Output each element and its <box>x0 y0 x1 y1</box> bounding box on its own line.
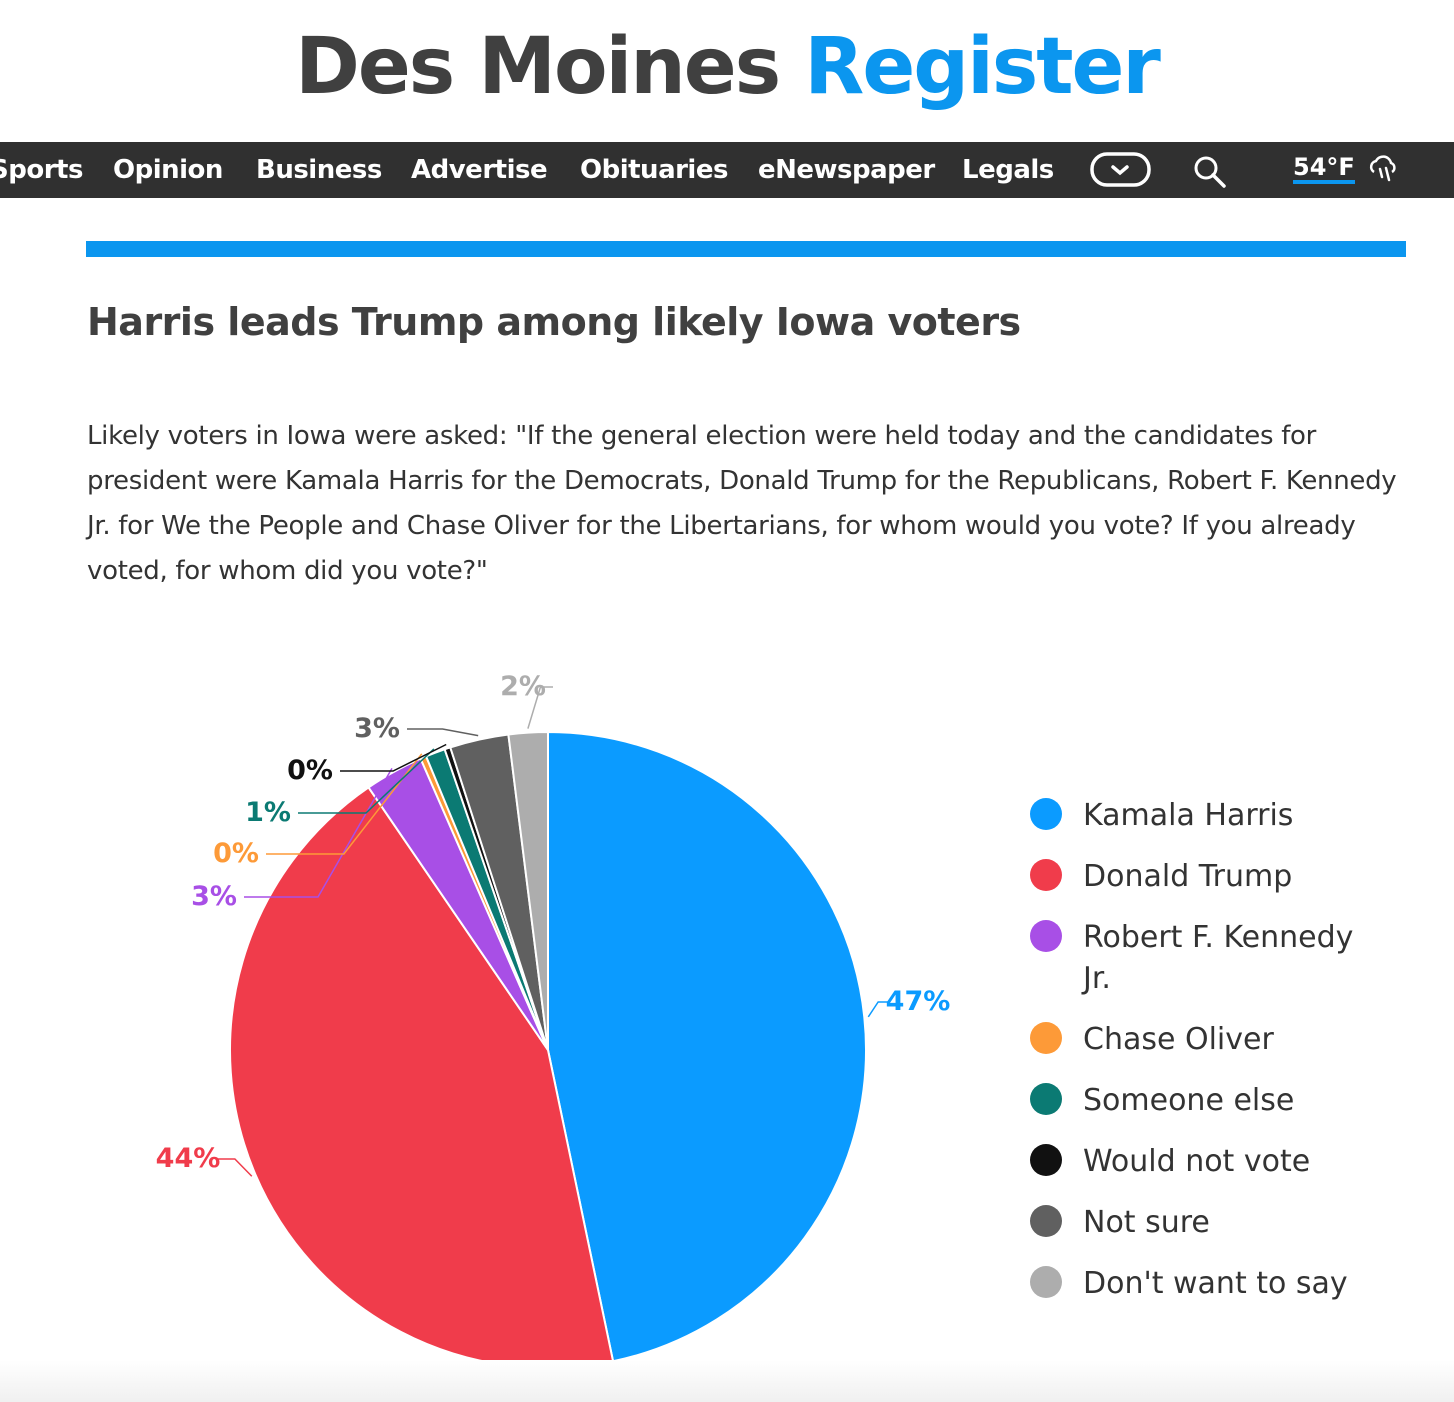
legend-item[interactable]: Not sure <box>1030 1202 1390 1243</box>
legend-label: Donald Trump <box>1083 859 1293 894</box>
rain-cloud-icon <box>1369 155 1396 182</box>
legend-item[interactable]: Robert F. Kennedy Jr. <box>1030 917 1390 999</box>
legend-swatch <box>1030 1083 1062 1115</box>
nav-bar: Sports Opinion Business Advertise Obitua… <box>0 142 1454 198</box>
search-icon[interactable] <box>1192 154 1228 190</box>
data-label-1: 44% <box>156 1143 221 1174</box>
leader-line-6 <box>407 728 479 737</box>
leader-line-3 <box>266 753 423 855</box>
data-label-6: 3% <box>354 713 400 744</box>
nav-item-legals[interactable]: Legals <box>962 155 1054 185</box>
pie-slice-7[interactable] <box>507 730 549 1051</box>
pie-slice-0[interactable] <box>547 730 867 1363</box>
data-label-0: 47% <box>886 986 951 1017</box>
legend-item[interactable]: Would not vote <box>1030 1141 1390 1182</box>
chart-description: Likely voters in Iowa were asked: "If th… <box>87 421 1397 586</box>
legend-label: Someone else <box>1083 1083 1295 1118</box>
legend-label: Robert F. Kennedy Jr. <box>1083 920 1354 996</box>
masthead-logo[interactable]: Des Moines Register <box>295 22 1161 112</box>
legend-item[interactable]: Don't want to say <box>1030 1263 1390 1304</box>
legend-item[interactable]: Someone else <box>1030 1080 1390 1121</box>
legend-label: Chase Oliver <box>1083 1022 1274 1057</box>
data-label-3: 0% <box>213 838 259 869</box>
section-divider <box>86 241 1406 257</box>
leader-line-4 <box>298 748 435 814</box>
legend-swatch <box>1030 1144 1062 1176</box>
leader-line-1 <box>218 1158 253 1177</box>
nav-item-enewspaper[interactable]: eNewspaper <box>758 155 935 185</box>
leader-line-5 <box>340 743 447 772</box>
nav-item-opinion[interactable]: Opinion <box>113 155 223 185</box>
leader-line-0 <box>867 1001 888 1018</box>
nav-item-sports[interactable]: Sports <box>0 155 83 185</box>
legend-swatch <box>1030 1266 1062 1298</box>
data-label-5: 0% <box>287 755 333 786</box>
legend-swatch <box>1030 920 1062 952</box>
legend-label: Kamala Harris <box>1083 798 1294 833</box>
legend-item[interactable]: Chase Oliver <box>1030 1019 1390 1060</box>
nav-item-obituaries[interactable]: Obituaries <box>580 155 728 185</box>
pie-chart: 47% 44% 3% 0% 1% 0% 3% 2% <box>156 671 951 1369</box>
chart-title: Harris leads Trump among likely Iowa vot… <box>87 300 1021 344</box>
legend-swatch <box>1030 798 1062 830</box>
legend-label: Would not vote <box>1083 1144 1311 1179</box>
page-bottom-fade <box>0 1360 1454 1402</box>
nav-item-business[interactable]: Business <box>256 155 382 185</box>
nav-item-advertise[interactable]: Advertise <box>411 155 548 185</box>
data-label-7: 2% <box>500 671 546 702</box>
legend-item[interactable]: Donald Trump <box>1030 856 1390 897</box>
legend-label: Don't want to say <box>1083 1266 1348 1301</box>
chart-legend: Kamala Harris Donald Trump Robert F. Kenne… <box>1030 795 1390 1324</box>
legend-swatch <box>1030 1205 1062 1237</box>
legend-label: Not sure <box>1083 1205 1210 1240</box>
chevron-down-icon[interactable] <box>1090 152 1152 188</box>
legend-swatch <box>1030 1022 1062 1054</box>
legend-item[interactable]: Kamala Harris <box>1030 795 1390 836</box>
data-label-4: 1% <box>245 797 291 828</box>
weather-temperature[interactable]: 54°F <box>1293 154 1355 184</box>
data-label-2: 3% <box>191 881 237 912</box>
legend-swatch <box>1030 859 1062 891</box>
leader-line-7 <box>527 686 553 729</box>
